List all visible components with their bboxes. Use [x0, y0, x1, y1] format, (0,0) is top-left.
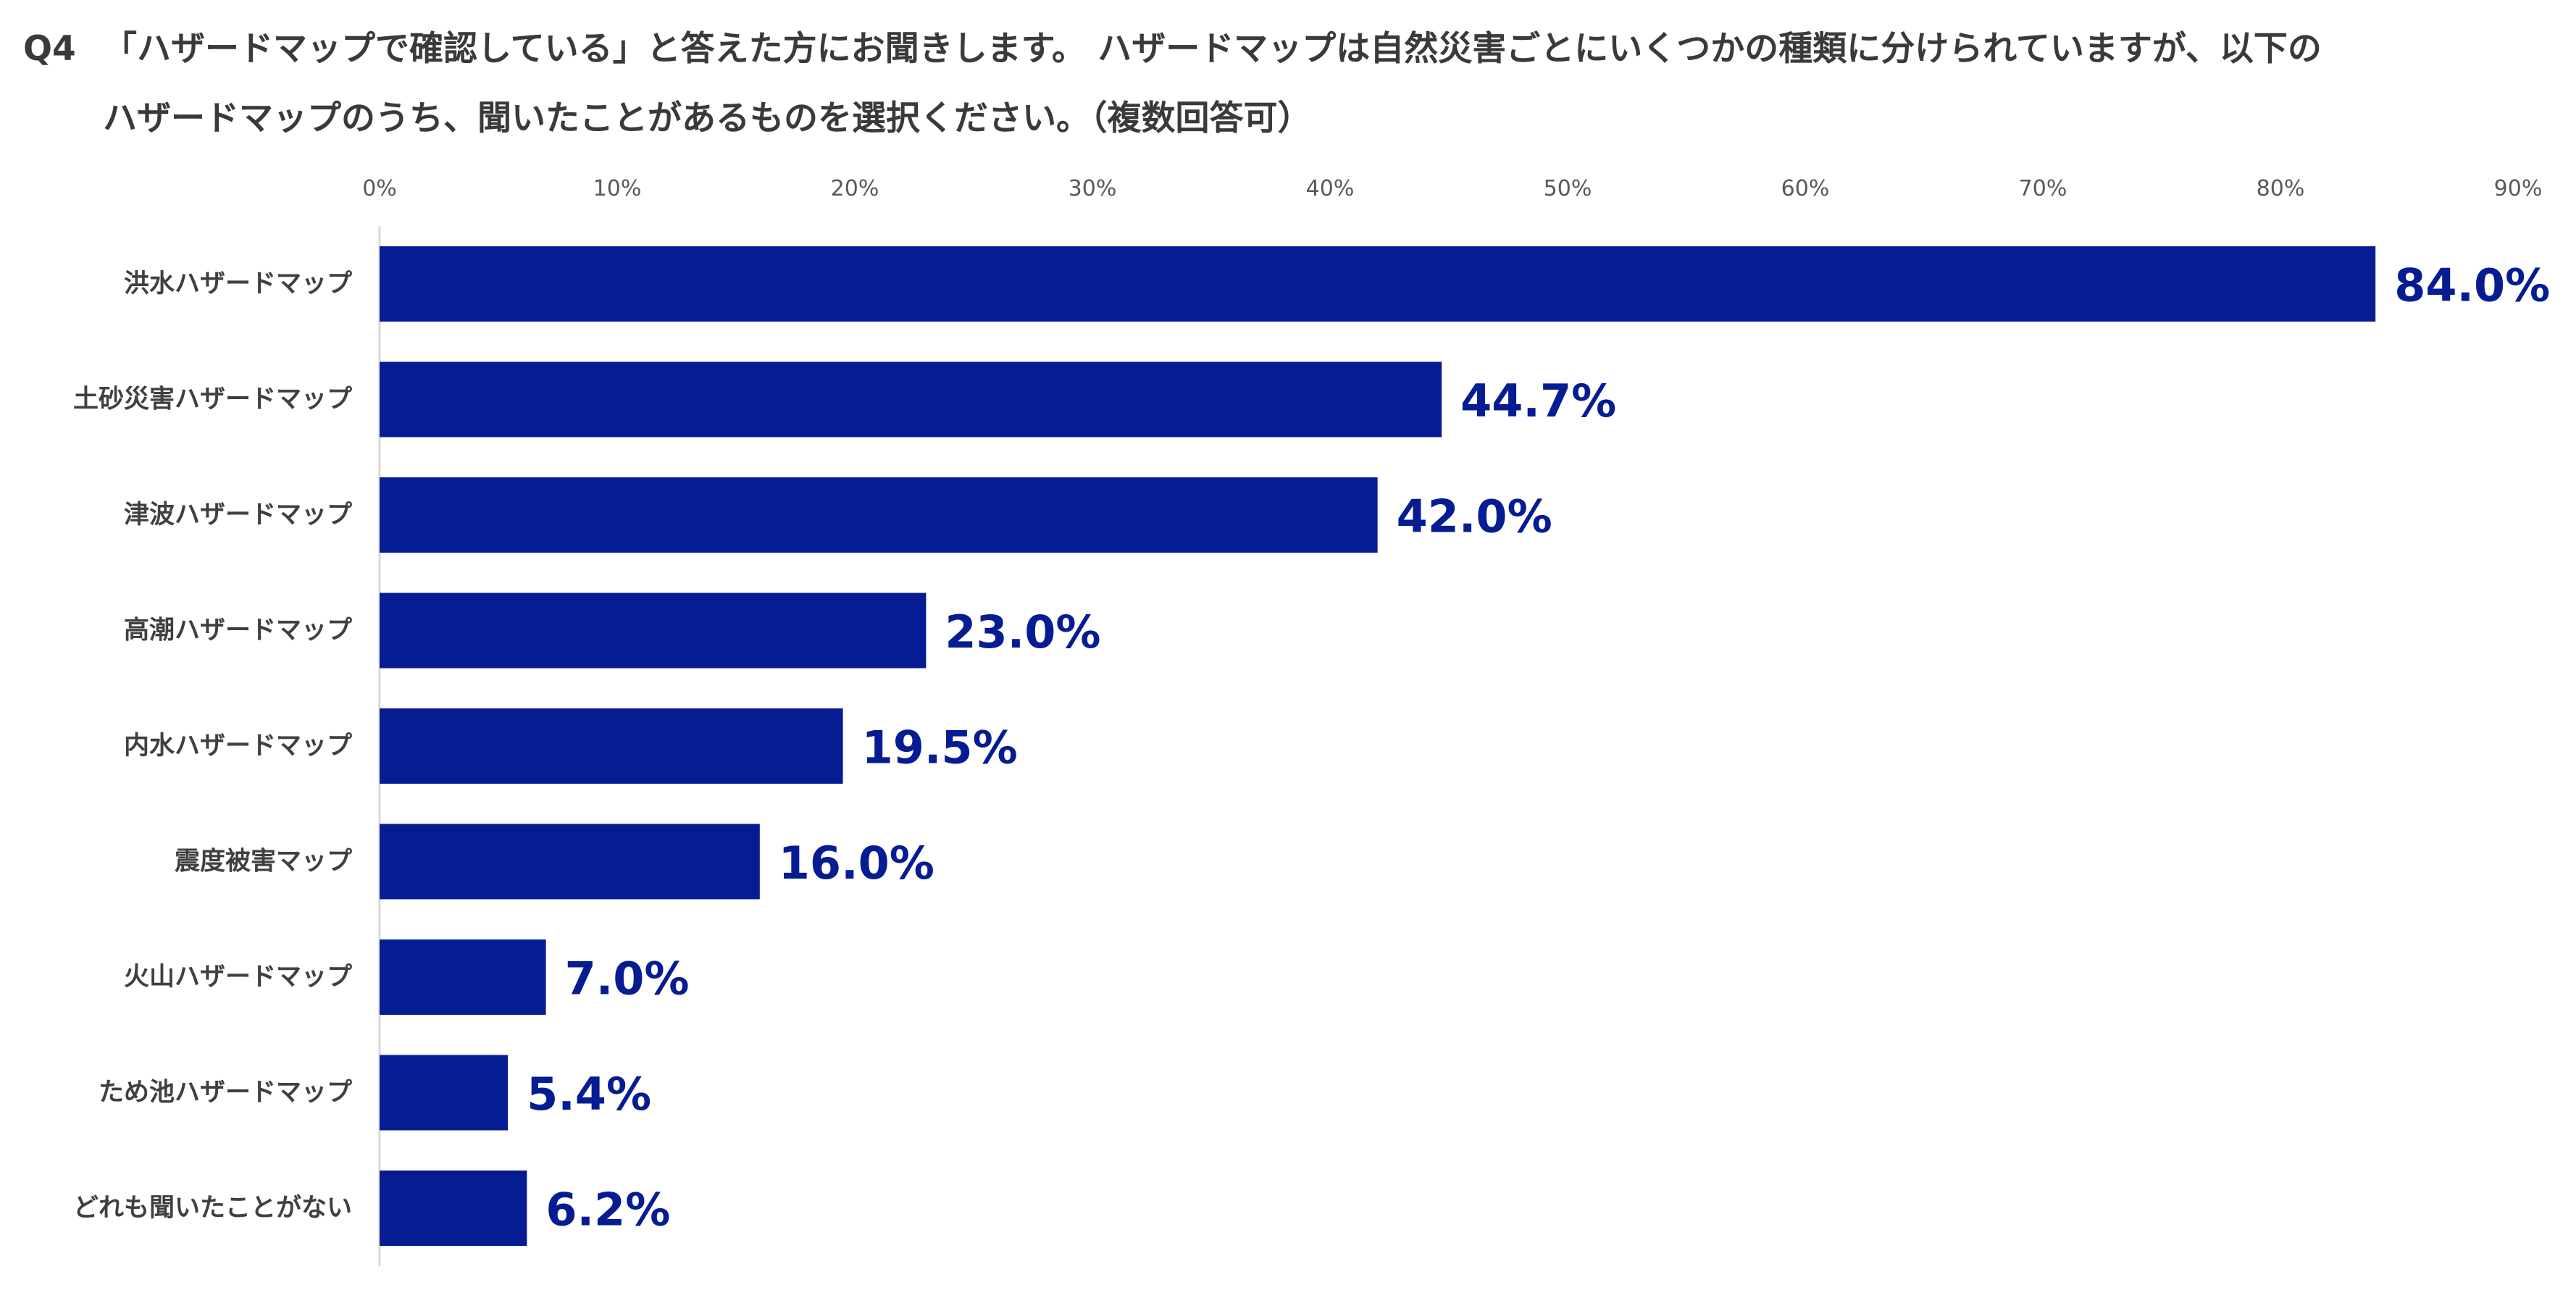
data-label: 42.0%: [1397, 490, 1552, 543]
data-label: 7.0%: [565, 952, 690, 1005]
bar: [380, 1055, 509, 1131]
x-tick-label: 70%: [2019, 176, 2067, 201]
x-tick-label: 40%: [1306, 176, 1355, 201]
category-label: 洪水ハザードマップ: [124, 269, 352, 298]
x-tick-label: 0%: [362, 176, 397, 201]
category-label: 津波ハザードマップ: [124, 501, 352, 529]
question-number: Q4: [23, 29, 76, 69]
bar: [380, 708, 843, 784]
category-label: どれも聞いたことがない: [73, 1194, 352, 1223]
question-title-line-1: Q4 「ハザードマップで確認している」と答えた方にお聞きします。 ハザードマップ…: [23, 14, 2544, 84]
category-label: 高潮ハザードマップ: [124, 616, 352, 645]
data-label: 84.0%: [2394, 259, 2550, 312]
bar: [380, 1171, 527, 1246]
data-label: 6.2%: [545, 1184, 670, 1236]
data-label: 44.7%: [1460, 374, 1616, 427]
data-label: 23.0%: [945, 606, 1100, 658]
x-tick-label: 80%: [2257, 176, 2305, 201]
x-tick-label: 50%: [1544, 176, 1592, 201]
data-label: 16.0%: [779, 837, 934, 889]
bar: [380, 939, 546, 1015]
bar: [380, 824, 760, 900]
question-text-line-1: 「ハザードマップで確認している」と答えた方にお聞きします。 ハザードマップは自然…: [103, 29, 2322, 69]
x-tick-label: 20%: [831, 176, 879, 201]
data-label: 19.5%: [862, 721, 1018, 774]
category-label: 内水ハザードマップ: [124, 732, 352, 761]
category-label: 震度被害マップ: [175, 847, 352, 876]
category-label: ため池ハザードマップ: [99, 1079, 352, 1108]
x-tick-label: 90%: [2494, 176, 2543, 201]
bar: [380, 246, 2376, 322]
category-label: 土砂災害ハザードマップ: [73, 385, 352, 414]
bar: [380, 477, 1378, 553]
question-title: Q4 「ハザードマップで確認している」と答えた方にお聞きします。 ハザードマップ…: [23, 14, 2544, 154]
x-tick-label: 10%: [593, 176, 642, 201]
bar: [380, 361, 1442, 437]
bar: [380, 593, 927, 669]
category-label: 火山ハザードマップ: [124, 963, 352, 992]
x-tick-label: 60%: [1781, 176, 1830, 201]
x-tick-label: 30%: [1069, 176, 1117, 201]
question-text-line-2: ハザードマップのうち、聞いたことがあるものを選択ください。（複数回答可）: [103, 99, 1312, 138]
data-label: 5.4%: [527, 1068, 651, 1121]
